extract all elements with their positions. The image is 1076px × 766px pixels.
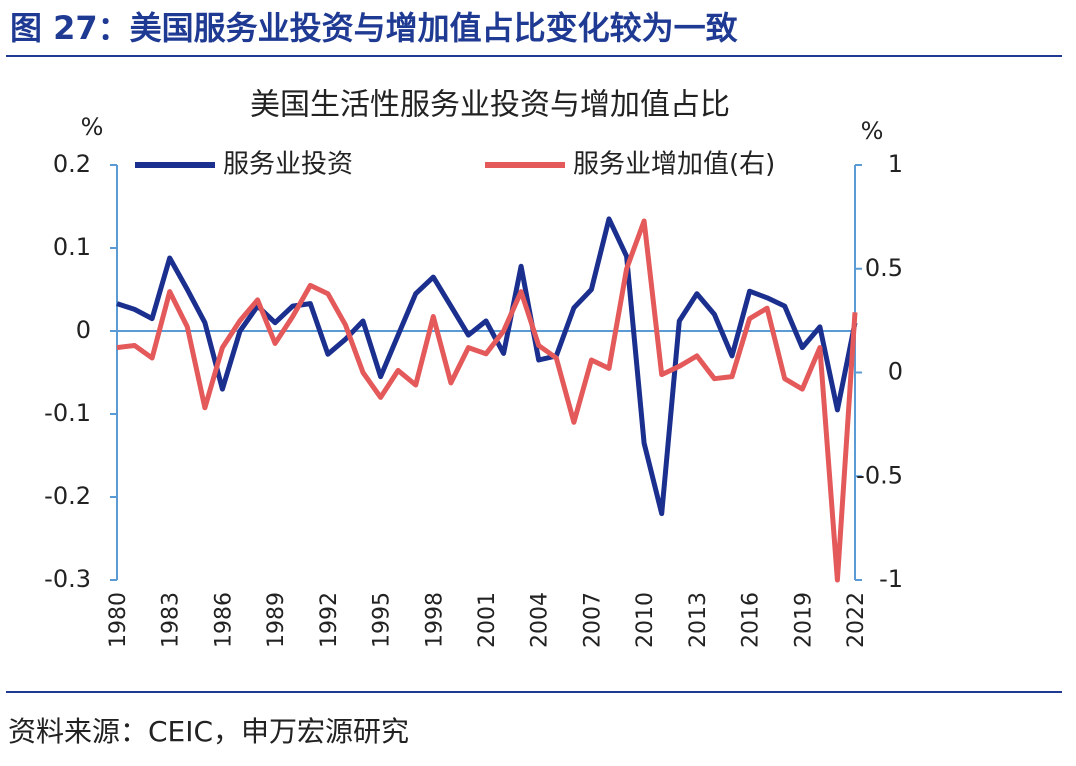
y2-tick-label: -1 — [879, 565, 903, 593]
y2-unit: % — [861, 117, 884, 145]
y2-tick-label: -0.5 — [856, 461, 903, 489]
series-line — [116, 218, 858, 583]
x-tick-label: 1983 — [159, 592, 184, 648]
x-tick-label: 1986 — [211, 592, 236, 648]
x-tick-label: 1998 — [422, 592, 447, 648]
source: 资料来源：CEIC，申万宏源研究 — [8, 715, 409, 748]
y-tick-label: 0.1 — [53, 233, 91, 261]
y-tick-label: -0.2 — [44, 482, 91, 510]
legend-label: 服务业增加值(右) — [573, 150, 775, 180]
y-tick-label: -0.1 — [44, 399, 91, 427]
figure-title: 图 27：美国服务业投资与增加值占比变化较为一致 — [10, 9, 738, 47]
x-tick-label: 1995 — [370, 592, 395, 648]
chart-title: 美国生活性服务业投资与增加值占比 — [250, 88, 730, 123]
legend-label: 服务业投资 — [223, 150, 353, 180]
x-tick-label: 2013 — [686, 592, 711, 648]
y-tick-label: 0.2 — [53, 150, 91, 178]
series-line — [116, 216, 858, 517]
y-tick-label: -0.3 — [44, 565, 91, 593]
x-tick-label: 2016 — [739, 592, 764, 648]
y-unit: % — [81, 113, 104, 141]
x-tick-label: 2001 — [475, 592, 500, 648]
x-tick-label: 2010 — [633, 592, 658, 648]
x-tick-label: 2004 — [528, 592, 553, 648]
y2-tick-label: 0.5 — [865, 254, 903, 282]
x-tick-label: 2022 — [844, 592, 869, 648]
x-tick-label: 1980 — [106, 592, 131, 648]
x-tick-label: 2019 — [791, 592, 816, 648]
y-tick-label: 0 — [76, 316, 91, 344]
y2-tick-label: 1 — [888, 150, 903, 178]
x-tick-label: 1989 — [264, 592, 289, 648]
x-tick-label: 1992 — [317, 592, 342, 648]
y2-tick-label: 0 — [888, 358, 903, 386]
x-tick-label: 2007 — [580, 592, 605, 648]
